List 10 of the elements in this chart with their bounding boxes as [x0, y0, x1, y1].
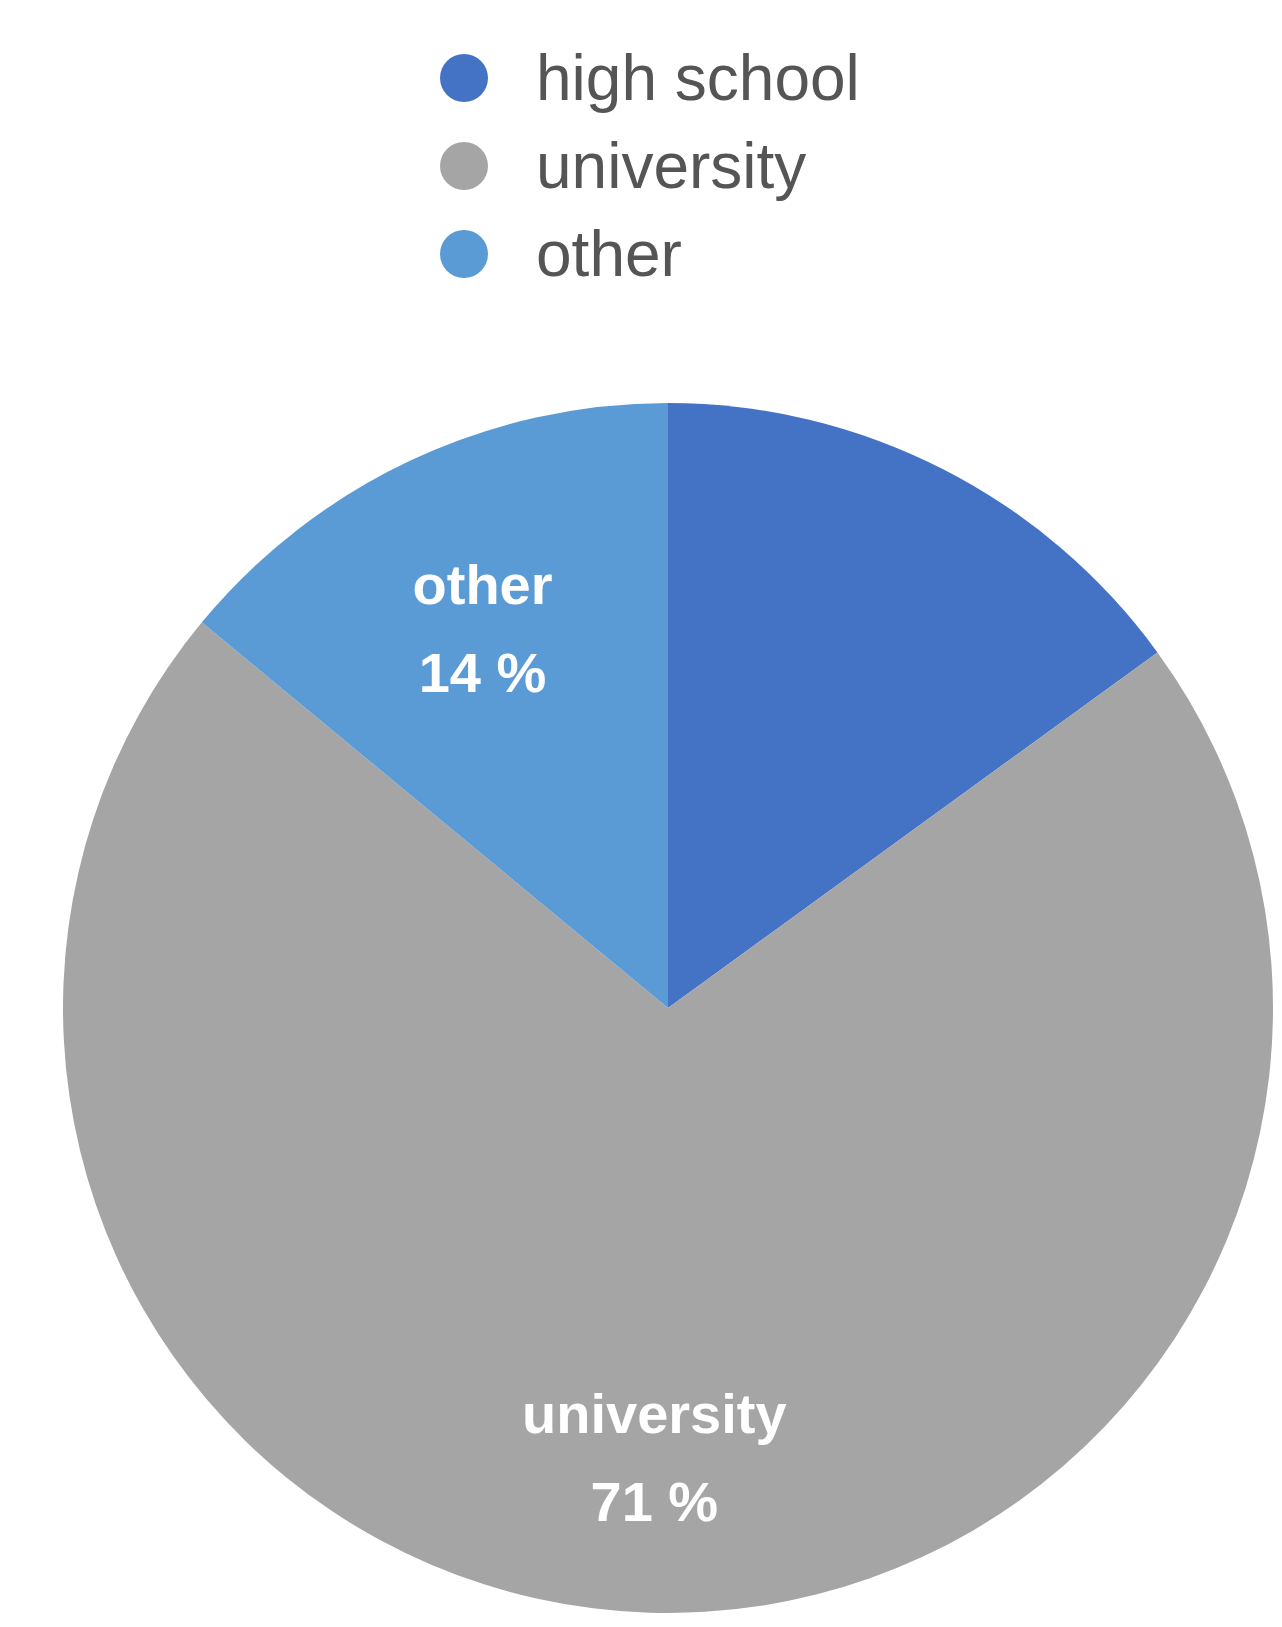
- data-label: 71 %: [590, 1470, 719, 1534]
- data-label: 14 %: [418, 640, 547, 704]
- slice-label: other: [412, 552, 553, 616]
- legend-label: university: [536, 130, 807, 202]
- legend-label: other: [536, 218, 682, 290]
- pie-slice: [201, 403, 668, 1008]
- legend-label: high school: [536, 42, 860, 114]
- slice-label: university: [522, 1382, 787, 1446]
- pie-slice: [668, 403, 1158, 1008]
- pie-slice: [63, 622, 1273, 1613]
